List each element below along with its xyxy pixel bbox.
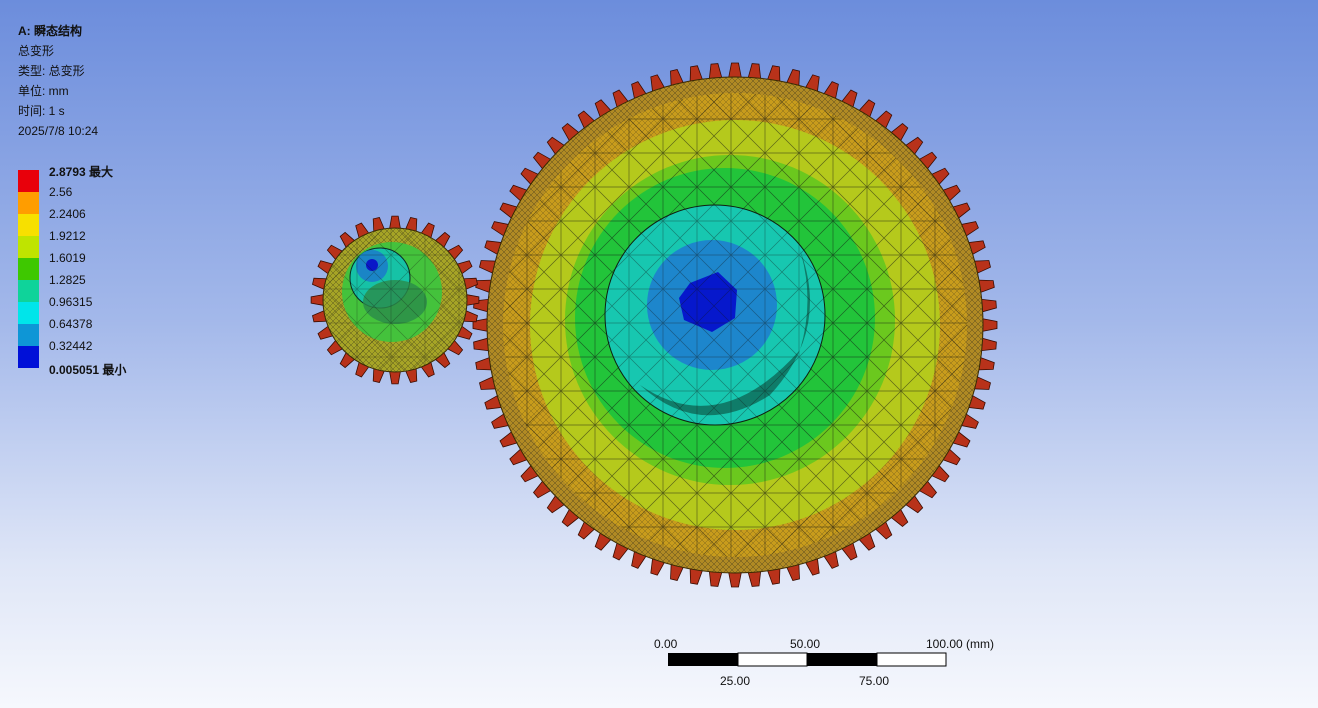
scale-seg-1 — [668, 653, 738, 666]
result-time: 时间: 1 s — [18, 104, 65, 118]
legend-label: 0.64378 — [49, 317, 93, 331]
scale-seg-3 — [807, 653, 877, 666]
legend-swatch-5 — [18, 258, 39, 280]
scale-label-100: 100.00 (mm) — [926, 637, 995, 651]
legend-swatch-8 — [18, 324, 39, 346]
legend-label: 1.2825 — [49, 273, 86, 287]
legend-label-min: 0.005051 最小 — [49, 363, 127, 377]
result-type: 类型: 总变形 — [18, 64, 85, 78]
scale-seg-2 — [737, 652, 808, 667]
result-date: 2025/7/8 10:24 — [18, 124, 99, 138]
legend-label: 0.32442 — [49, 339, 93, 353]
result-info-panel: A: 瞬态结构 总变形 类型: 总变形 单位: mm 时间: 1 s 2025/… — [18, 21, 98, 141]
scale-seg-4 — [876, 652, 947, 667]
scale-label-0: 0.00 — [654, 637, 678, 651]
large-gear[interactable] — [472, 62, 998, 588]
color-legend[interactable]: 2.8793 最大 2.56 2.2406 1.9212 1.6019 1.28… — [18, 165, 218, 380]
legend-swatch-4 — [18, 236, 39, 258]
result-name: 总变形 — [18, 44, 55, 58]
legend-label: 2.2406 — [49, 207, 86, 221]
legend-label: 1.6019 — [49, 251, 86, 265]
scale-bar: 0.00 50.00 100.00 (mm) 25.00 75.00 — [620, 630, 1020, 700]
scale-label-50: 50.00 — [790, 637, 821, 651]
legend-swatch-6 — [18, 280, 39, 302]
legend-label: 1.9212 — [49, 229, 86, 243]
legend-swatch-7 — [18, 302, 39, 324]
legend-swatch-2 — [18, 192, 39, 214]
legend-label: 0.96315 — [49, 295, 93, 309]
analysis-title: A: 瞬态结构 — [18, 24, 82, 38]
small-gear[interactable] — [310, 215, 480, 385]
result-unit: 单位: mm — [18, 84, 69, 98]
legend-swatch-3 — [18, 214, 39, 236]
scale-label-75: 75.00 — [859, 674, 890, 688]
legend-swatch-9 — [18, 346, 39, 368]
legend-label: 2.56 — [49, 185, 73, 199]
scale-label-25: 25.00 — [720, 674, 751, 688]
legend-label-max: 2.8793 最大 — [49, 165, 114, 179]
legend-swatch-1 — [18, 170, 39, 192]
